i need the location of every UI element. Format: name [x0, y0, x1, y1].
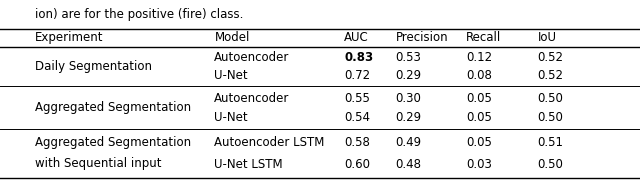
Text: AUC: AUC	[344, 31, 369, 44]
Text: 0.54: 0.54	[344, 111, 371, 124]
Text: Autoencoder: Autoencoder	[214, 92, 290, 105]
Text: 0.05: 0.05	[466, 136, 492, 149]
Text: 0.51: 0.51	[538, 136, 564, 149]
Text: 0.30: 0.30	[396, 92, 421, 105]
Text: 0.50: 0.50	[538, 111, 563, 124]
Text: 0.83: 0.83	[344, 51, 374, 64]
Text: ion) are for the positive (fire) class.: ion) are for the positive (fire) class.	[35, 8, 244, 21]
Text: 0.49: 0.49	[396, 136, 422, 149]
Text: 0.60: 0.60	[344, 158, 371, 171]
Text: U-Net: U-Net	[214, 111, 248, 124]
Text: Aggregated Segmentation: Aggregated Segmentation	[35, 101, 191, 114]
Text: Recall: Recall	[466, 31, 501, 44]
Text: 0.29: 0.29	[396, 111, 422, 124]
Text: Aggregated Segmentation: Aggregated Segmentation	[35, 136, 191, 149]
Text: 0.08: 0.08	[466, 69, 492, 82]
Text: 0.50: 0.50	[538, 158, 563, 171]
Text: 0.53: 0.53	[396, 51, 421, 64]
Text: U-Net LSTM: U-Net LSTM	[214, 158, 283, 171]
Text: Daily Segmentation: Daily Segmentation	[35, 60, 152, 73]
Text: 0.12: 0.12	[466, 51, 492, 64]
Text: 0.52: 0.52	[538, 51, 564, 64]
Text: Precision: Precision	[396, 31, 448, 44]
Text: 0.50: 0.50	[538, 92, 563, 105]
Text: Autoencoder LSTM: Autoencoder LSTM	[214, 136, 324, 149]
Text: IoU: IoU	[538, 31, 557, 44]
Text: with Sequential input: with Sequential input	[35, 157, 162, 170]
Text: 0.29: 0.29	[396, 69, 422, 82]
Text: 0.03: 0.03	[466, 158, 492, 171]
Text: Autoencoder: Autoencoder	[214, 51, 290, 64]
Text: 0.52: 0.52	[538, 69, 564, 82]
Text: Model: Model	[214, 31, 250, 44]
Text: 0.72: 0.72	[344, 69, 371, 82]
Text: 0.58: 0.58	[344, 136, 370, 149]
Text: 0.48: 0.48	[396, 158, 422, 171]
Text: 0.05: 0.05	[466, 111, 492, 124]
Text: U-Net: U-Net	[214, 69, 248, 82]
Text: Experiment: Experiment	[35, 31, 104, 44]
Text: 0.55: 0.55	[344, 92, 370, 105]
Text: 0.05: 0.05	[466, 92, 492, 105]
